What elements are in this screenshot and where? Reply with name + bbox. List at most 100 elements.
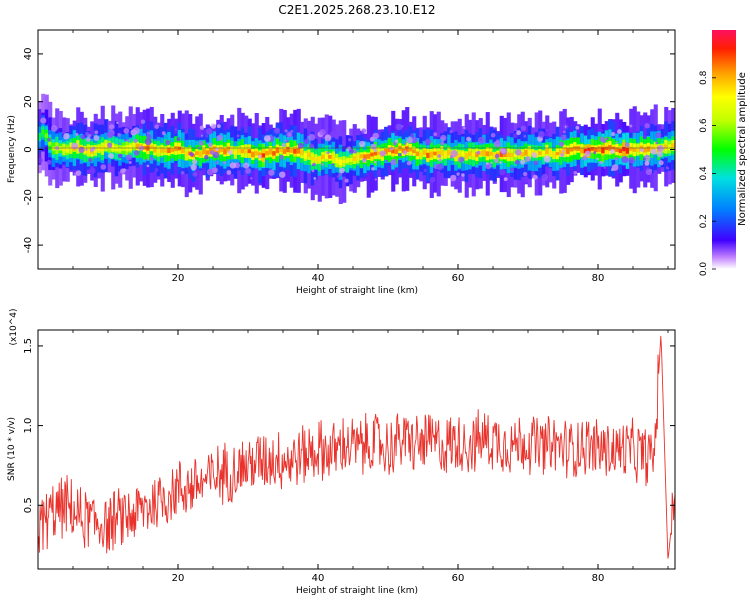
spectrogram-speck — [615, 141, 618, 144]
spectrogram-cell — [555, 151, 560, 156]
spectrogram-cell — [44, 133, 49, 138]
spectrogram-cell — [202, 148, 207, 155]
spectrogram-speck — [532, 174, 538, 180]
spectrogram-speck — [490, 132, 496, 138]
spectrogram-cell — [461, 151, 466, 157]
spectrogram-cell — [597, 146, 602, 152]
spectrogram-speck — [123, 127, 130, 134]
spectrogram-speck — [599, 160, 603, 165]
spectrogram-cell — [160, 147, 165, 153]
spectrogram-speck — [284, 129, 288, 133]
snr-x-axis-label: Height of straight line (km) — [296, 586, 418, 596]
spectrogram-ticks: 20 40 60 80 -40 -20 0 20 40 — [23, 30, 675, 284]
spectrogram-speck — [538, 131, 545, 138]
spectrogram-speck — [312, 164, 315, 167]
spectrogram-speck — [217, 124, 221, 129]
spectrogram-speck — [311, 169, 315, 173]
spectrogram-speck — [499, 161, 502, 164]
spectrogram-speck — [284, 139, 287, 142]
spectrogram-speck — [515, 149, 522, 156]
spectrogram-cell — [548, 149, 553, 156]
spectrogram-speck — [190, 163, 197, 171]
colorbar-tick-label: 0.6 — [699, 118, 709, 133]
spectrogram-speck — [440, 134, 447, 142]
spectrogram-speck — [85, 148, 88, 151]
spectrogram-speck — [499, 168, 506, 176]
spectrogram-cell — [384, 148, 389, 155]
spectrogram-speck — [108, 153, 114, 159]
spectrogram-cell — [625, 147, 630, 154]
spectrogram-speck — [297, 142, 304, 149]
spectrogram-speck — [118, 142, 121, 145]
spectrogram-speck — [438, 158, 442, 162]
spectrogram-speck — [120, 168, 126, 174]
spectrogram-speck — [541, 173, 549, 181]
spectrogram-cell — [93, 148, 98, 153]
y-tick-label: 40 — [23, 48, 34, 61]
spectrogram-cell — [174, 146, 179, 152]
colorbar-gradient — [712, 30, 736, 269]
spectrogram-speck — [348, 138, 352, 142]
spectrogram-speck — [140, 119, 146, 124]
spectrogram-speck — [51, 125, 58, 132]
spectrogram-cell — [100, 146, 105, 151]
spectrogram-cell — [419, 152, 424, 157]
spectrogram-cell — [321, 154, 326, 159]
spectrogram-speck — [573, 171, 578, 175]
spectrogram-speck — [364, 178, 367, 181]
spectrogram-speck — [523, 134, 527, 138]
spectrogram-speck — [450, 174, 457, 181]
spectrogram-speck — [326, 151, 330, 155]
spectrogram-speck — [226, 170, 232, 175]
spectrogram-cell — [314, 157, 319, 162]
x-tick-label: 20 — [172, 273, 185, 284]
spectrogram-cell — [156, 149, 161, 153]
spectrogram-cell — [471, 152, 476, 157]
spectrogram-speck — [646, 167, 650, 170]
spectrogram-cell — [170, 148, 175, 153]
spectrogram-cell — [41, 130, 46, 135]
spectrogram-speck — [458, 156, 465, 163]
spectrogram-speck — [449, 130, 453, 134]
spectrogram-cell — [373, 152, 378, 156]
spectrogram-speck — [116, 121, 119, 124]
spectrogram-speck — [243, 162, 250, 169]
spectrogram-speck — [410, 133, 415, 138]
spectrogram-speck — [263, 135, 271, 142]
spectrogram-x-axis-label: Height of straight line (km) — [296, 286, 418, 296]
spectrogram-speck — [212, 151, 220, 159]
spectrogram-speck — [398, 153, 402, 157]
spectrogram-cell — [237, 148, 242, 153]
spectrogram-cell — [366, 153, 371, 159]
spectrogram-cell — [86, 147, 91, 154]
snr-y-multiplier: (x10^4) — [9, 308, 19, 345]
spectrogram-speck — [192, 159, 198, 165]
snr-frame — [37, 329, 676, 570]
spectrogram-speck — [206, 168, 214, 176]
spectrogram-cell — [370, 152, 375, 157]
spectrogram-cell — [261, 153, 266, 158]
spectrogram-speck — [543, 155, 551, 163]
spectrogram-speck — [599, 136, 605, 142]
spectrogram-cell — [387, 148, 392, 153]
spectrogram-cell — [566, 148, 571, 154]
spectrogram-cell — [594, 147, 599, 152]
spectrogram-cell — [338, 159, 343, 166]
spectrogram-speck — [344, 178, 349, 183]
spectrogram-speck — [395, 123, 403, 131]
spectrogram-speck — [493, 140, 501, 148]
spectrogram-cell — [632, 147, 637, 152]
spectrogram-cell — [601, 147, 606, 154]
spectrogram-cell — [513, 153, 518, 158]
spectrogram-speck — [610, 149, 615, 154]
spectrogram-cell — [391, 149, 396, 154]
spectrogram-cell — [331, 154, 336, 161]
spectrogram-speck — [313, 177, 317, 180]
spectrogram-speck — [290, 129, 294, 133]
spectrogram-speck — [274, 127, 281, 134]
spectrogram-speck — [437, 154, 442, 158]
spectrogram-speck — [490, 161, 493, 164]
spectrogram-cell — [310, 156, 315, 161]
spectrogram-speck — [321, 163, 324, 166]
